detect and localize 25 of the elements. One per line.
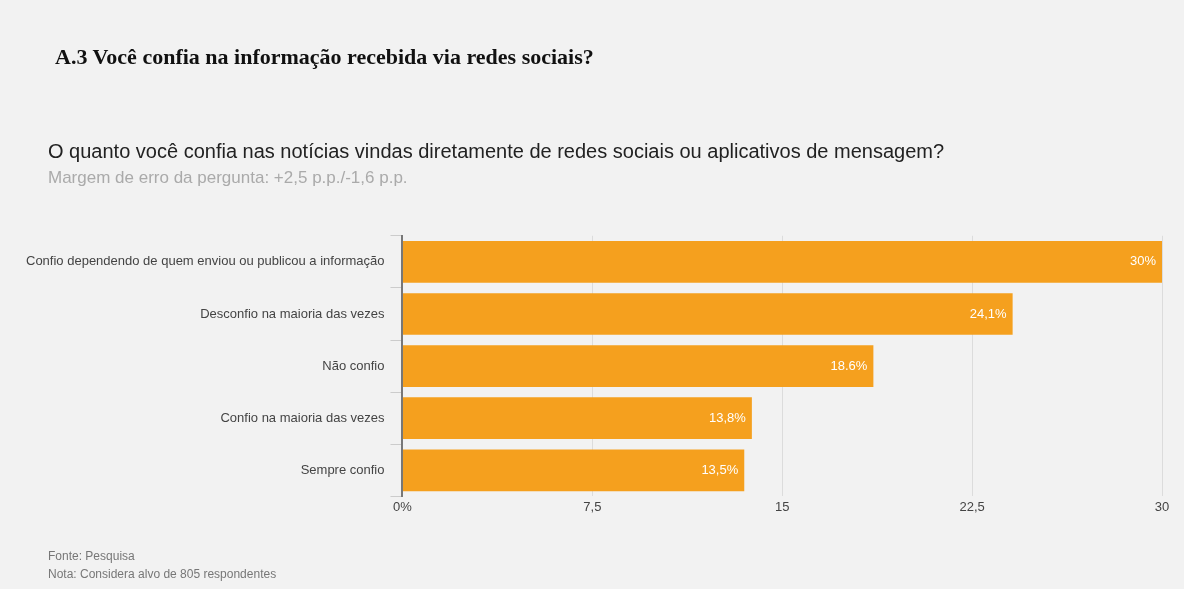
- y-tick-label: Confio dependendo de quem enviou ou publicou a informação: [26, 253, 385, 269]
- chart-subtitle: O quanto você confia nas notícias vindas diretamente de redes sociais ou aplicativos de mensagem?: [48, 140, 945, 163]
- y-tick-label: Não confio: [322, 357, 385, 373]
- x-tick-label: 22,5: [959, 498, 985, 514]
- source-note: Fonte: Pesquisa: [48, 549, 135, 563]
- y-tick-label: Sempre confio: [300, 461, 385, 477]
- data-label: 24,1%: [969, 305, 1008, 321]
- text: Nota: Considera alvo de 805 respondentes: [48, 567, 277, 581]
- x-tick-label: 15: [775, 498, 790, 514]
- x-tick-label: 0%: [393, 498, 413, 514]
- chart-title: A.3 Você confia na informação recebida via redes sociais?: [55, 44, 594, 70]
- data-label: 18.6%: [830, 357, 868, 373]
- bar: [402, 397, 752, 440]
- y-tick-label: Confio na maioria das vezes: [220, 409, 385, 425]
- x-tick-label: 30: [1154, 498, 1170, 514]
- y-tick-label: Desconfio na maioria das vezes: [200, 305, 385, 321]
- text: Margem de erro da pergunta: +2,5 p.p./-1,6 p.p.: [48, 168, 408, 188]
- data-label: 30%: [1129, 253, 1157, 269]
- bar: [402, 449, 745, 492]
- x-tick-label: 7,5: [583, 498, 602, 514]
- data-label: 13,5%: [701, 461, 739, 477]
- data-label: 13,8%: [708, 409, 747, 425]
- bar: [402, 293, 1013, 335]
- bar: [402, 241, 1162, 283]
- bar: [402, 345, 874, 387]
